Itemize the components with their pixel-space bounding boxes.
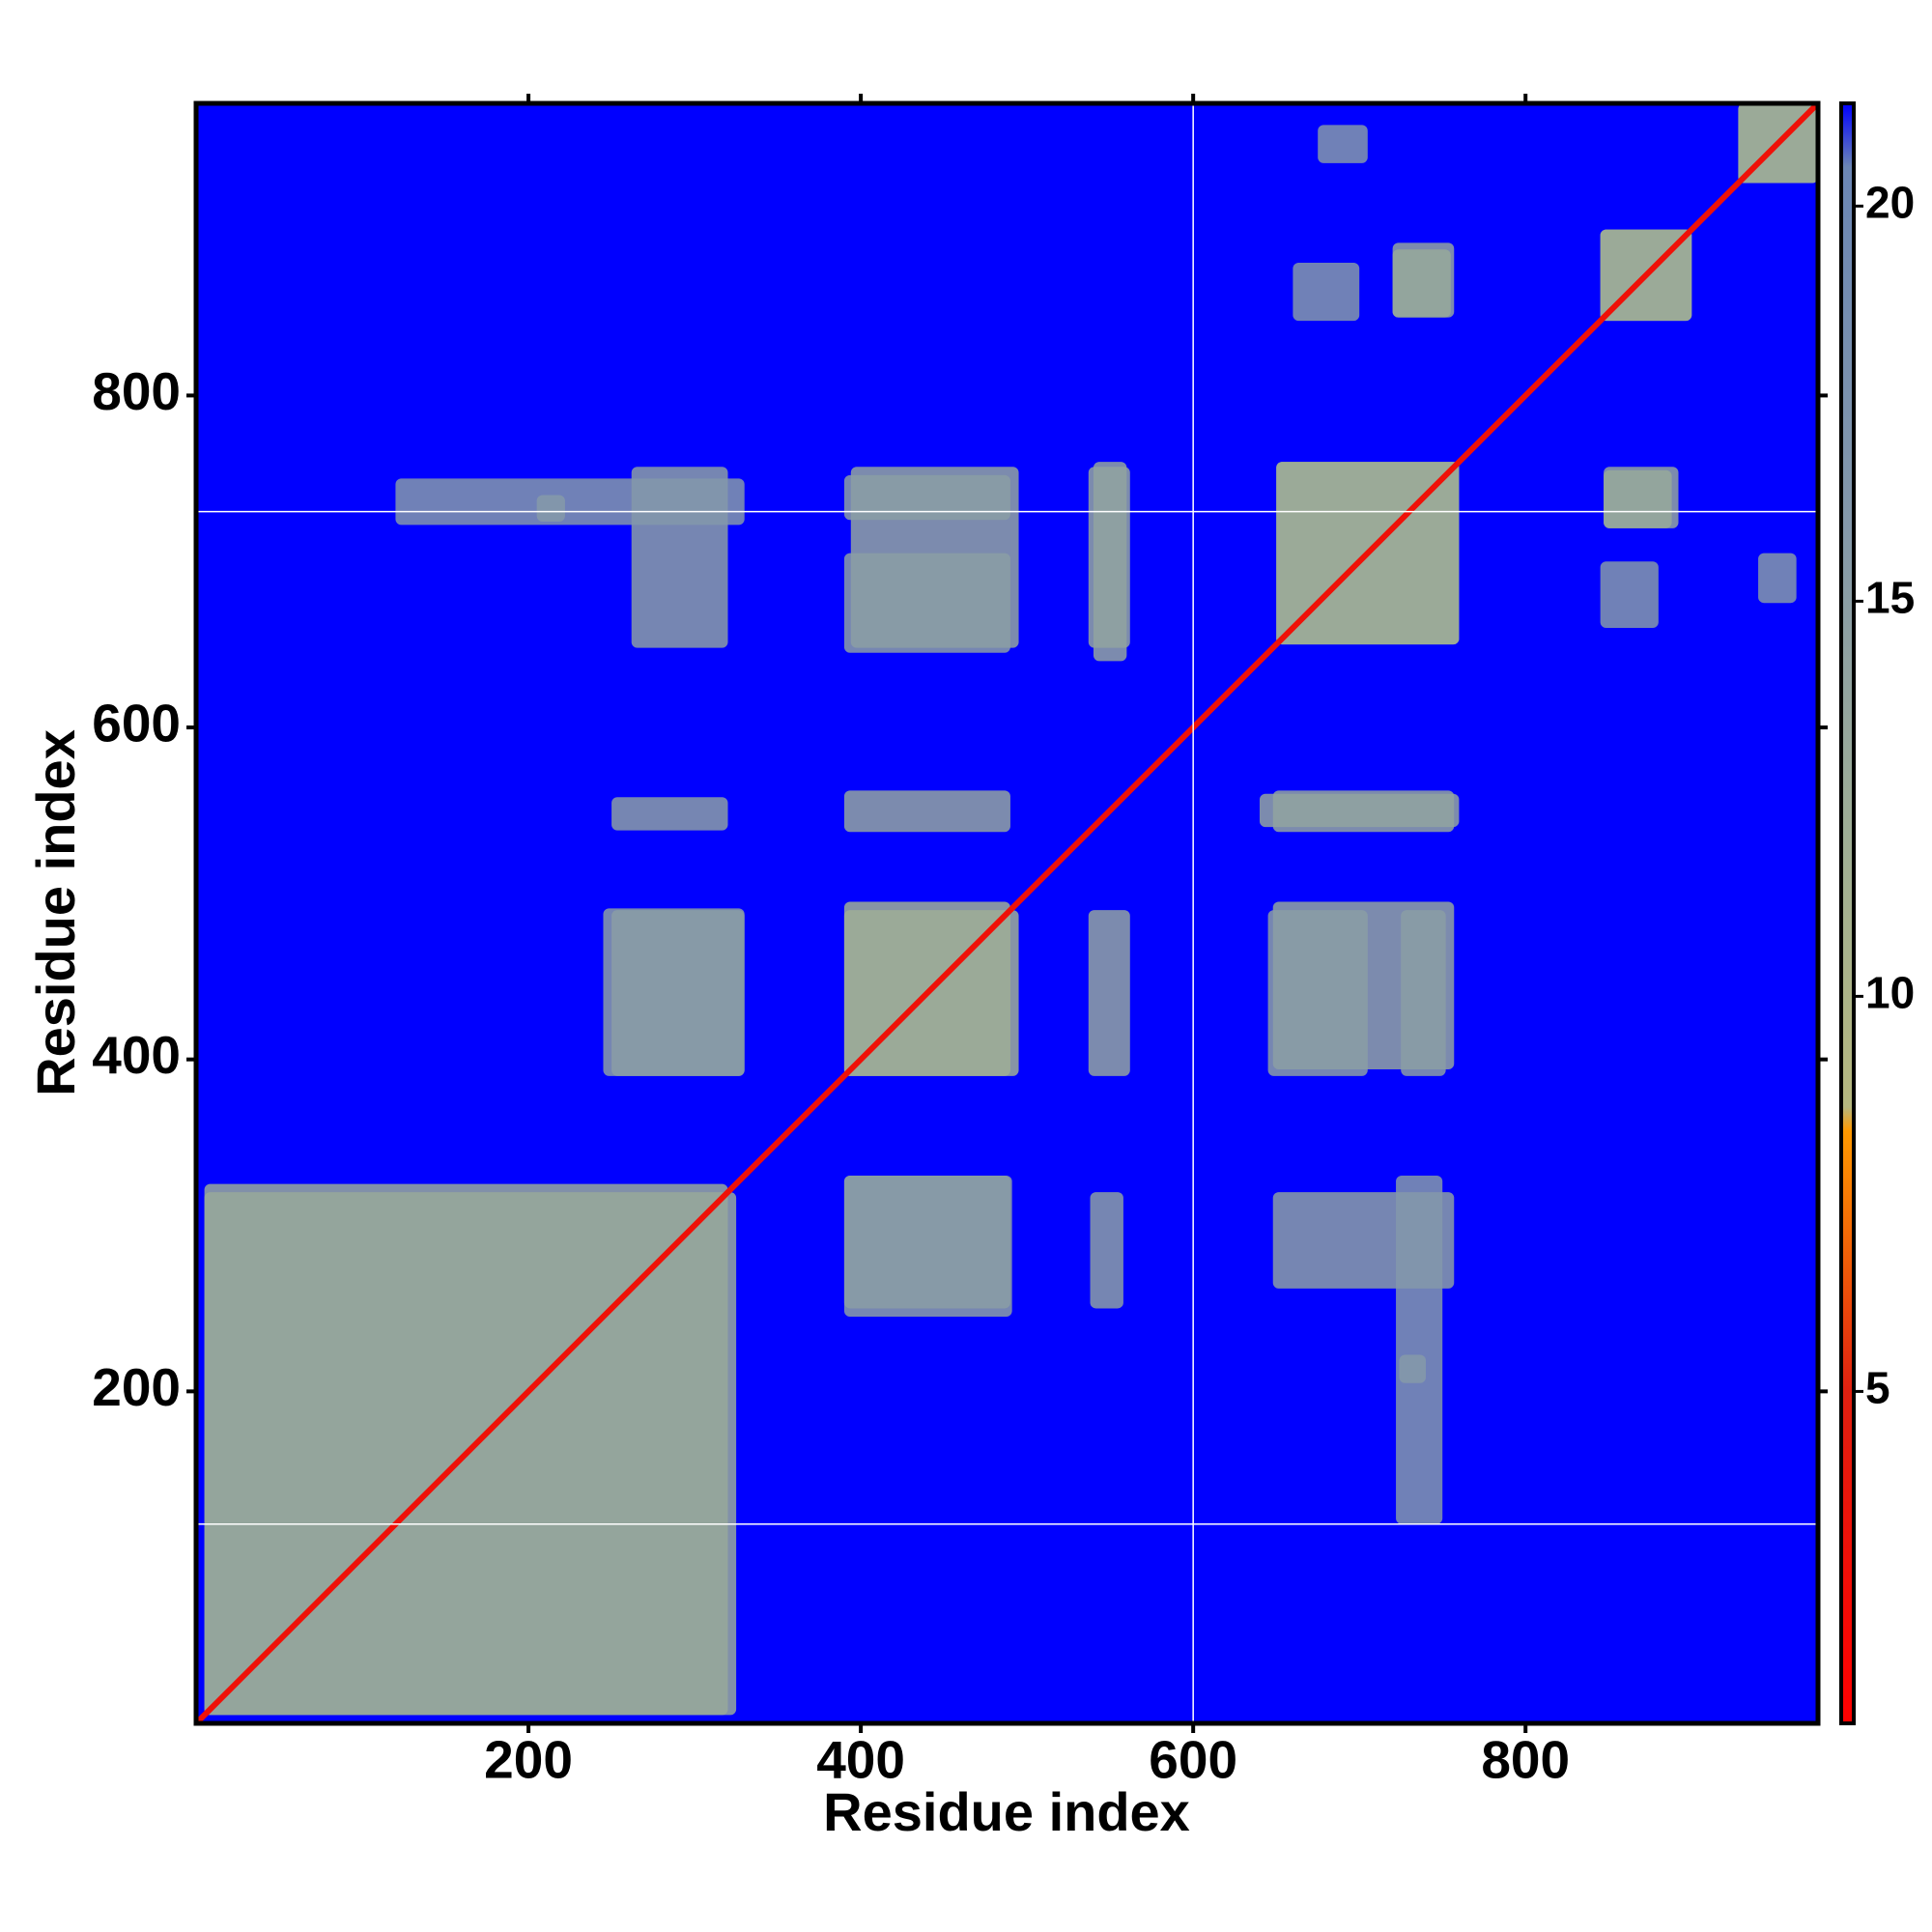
diagonal	[196, 103, 1818, 1723]
contact-patch	[1259, 793, 1460, 828]
contact-patch	[1396, 1175, 1443, 1524]
contact-patch	[1293, 262, 1360, 322]
contact-patch	[1267, 910, 1368, 1076]
plot-frame	[193, 100, 1821, 1726]
contact-patch	[843, 1175, 1010, 1309]
contact-patch	[1758, 553, 1797, 604]
contact-patch	[611, 910, 745, 1076]
y-tick-label: 600	[92, 694, 181, 753]
colorbar-tick-label: 20	[1865, 178, 1915, 228]
colorbar-frame	[1839, 101, 1856, 1725]
contact-patch	[1600, 561, 1659, 628]
contact-patch	[395, 478, 745, 526]
x-tick-label: 400	[816, 1730, 905, 1790]
y-tick-label: 800	[92, 361, 181, 421]
colorbar-segment	[1841, 522, 1854, 839]
contact-patch	[611, 797, 728, 831]
contact-patch	[1093, 462, 1127, 662]
colorbar-segment	[1841, 103, 1854, 167]
y-tick-label: 200	[92, 1357, 181, 1417]
colorbar-segment	[1841, 166, 1854, 524]
colorbar-tick-label: 10	[1865, 968, 1915, 1018]
colorbar-segment	[1841, 1130, 1854, 1392]
plot-area	[196, 103, 1818, 1723]
y-tick-label: 400	[92, 1025, 181, 1085]
colorbar-tick-label: 5	[1865, 1363, 1890, 1413]
x-tick-label: 200	[484, 1730, 573, 1790]
y-axis-label: Residue index	[25, 729, 86, 1096]
contact-patch	[1088, 910, 1130, 1076]
contact-patch	[1392, 249, 1451, 318]
contact-patch	[1604, 469, 1672, 528]
contact-patch	[1401, 910, 1446, 1076]
x-axis-label: Residue index	[823, 1781, 1190, 1842]
colorbar-tick-label: 15	[1865, 573, 1915, 623]
x-tick-label: 600	[1149, 1730, 1237, 1790]
colorbar-segment	[1841, 838, 1854, 1108]
contact-patch	[843, 474, 1010, 521]
contact-patch	[843, 790, 1010, 833]
contact-patch	[843, 553, 1010, 653]
colorbar-segment	[1841, 1106, 1854, 1131]
contact-patch	[1318, 125, 1368, 163]
contact-patch	[1090, 1192, 1123, 1309]
colorbar-segment	[1841, 1391, 1854, 1724]
x-tick-label: 800	[1481, 1730, 1570, 1790]
